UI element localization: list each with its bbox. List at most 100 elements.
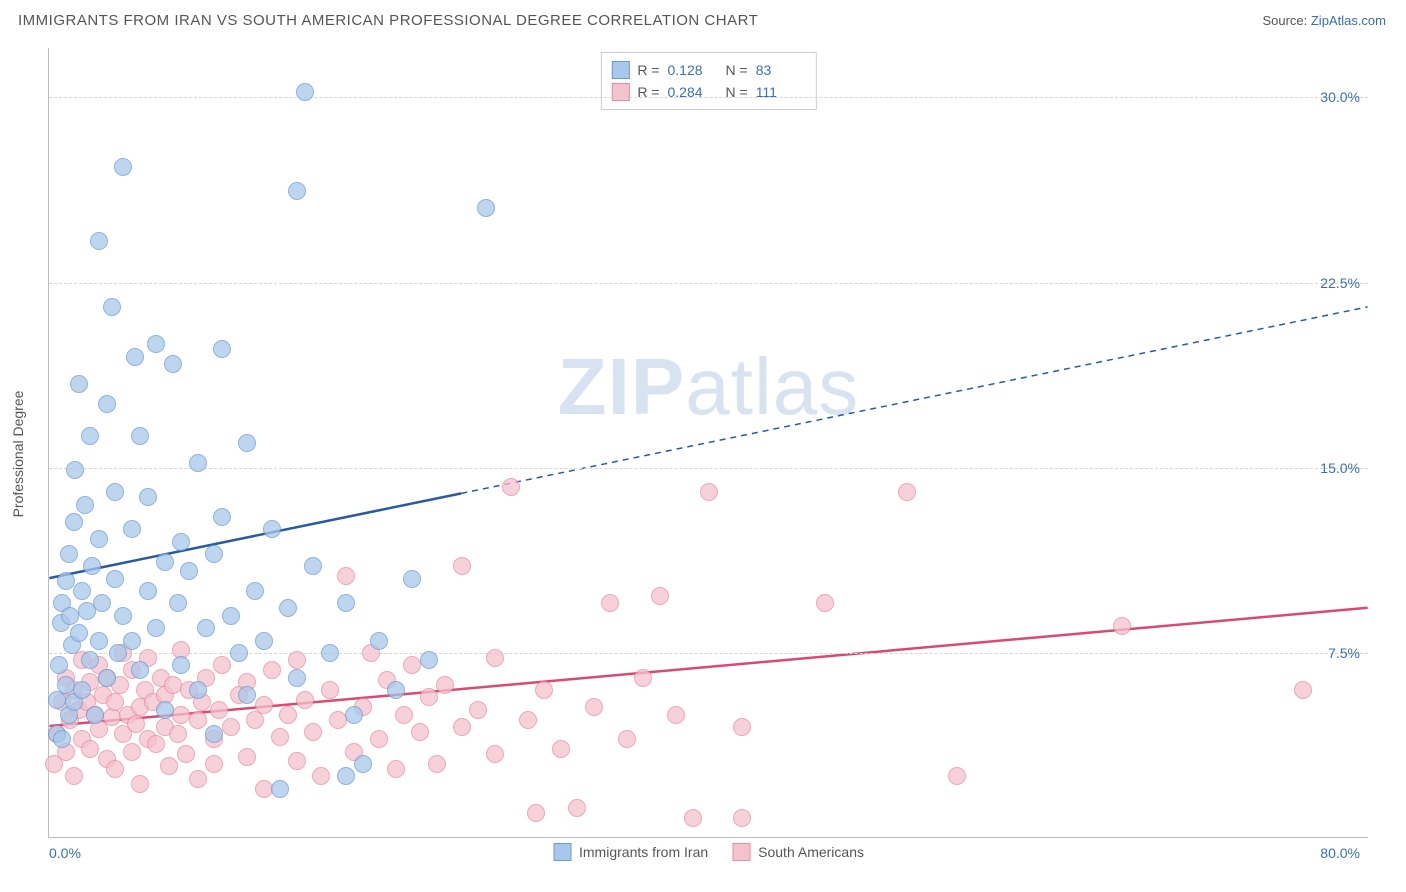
data-point-sa [428,755,446,773]
data-point-iran [205,545,223,563]
data-point-iran [66,461,84,479]
swatch-iran-icon [553,843,571,861]
data-point-iran [114,607,132,625]
data-point-iran [147,335,165,353]
data-point-sa [816,594,834,612]
data-point-iran [213,340,231,358]
y-tick-label: 15.0% [1320,460,1360,476]
data-point-iran [288,182,306,200]
data-point-iran [139,582,157,600]
data-point-iran [213,508,231,526]
data-point-iran [156,553,174,571]
data-point-iran [81,427,99,445]
gridline [49,468,1368,469]
data-point-sa [189,770,207,788]
series-legend: Immigrants from Iran South Americans [553,843,864,861]
data-point-iran [106,483,124,501]
data-point-iran [98,395,116,413]
data-point-sa [238,748,256,766]
data-point-sa [271,728,289,746]
data-point-sa [177,745,195,763]
data-point-iran [370,632,388,650]
data-point-sa [288,651,306,669]
data-point-sa [733,718,751,736]
data-point-sa [1113,617,1131,635]
data-point-iran [255,632,273,650]
data-point-iran [477,199,495,217]
data-point-sa [486,745,504,763]
data-point-iran [147,619,165,637]
data-point-iran [90,232,108,250]
swatch-iran [611,61,629,79]
data-point-sa [189,711,207,729]
data-point-iran [189,681,207,699]
data-point-iran [93,594,111,612]
data-point-sa [552,740,570,758]
data-point-sa [535,681,553,699]
data-point-iran [246,582,264,600]
data-point-iran [73,582,91,600]
data-point-sa [222,718,240,736]
data-point-iran [70,624,88,642]
data-point-iran [53,730,71,748]
data-point-sa [486,649,504,667]
data-point-iran [76,496,94,514]
data-point-iran [230,644,248,662]
data-point-sa [304,723,322,741]
data-point-iran [164,355,182,373]
data-point-iran [156,701,174,719]
data-point-iran [81,651,99,669]
data-point-iran [263,520,281,538]
data-point-iran [50,656,68,674]
source-link[interactable]: ZipAtlas.com [1311,13,1386,28]
data-point-sa [255,696,273,714]
data-point-iran [345,706,363,724]
data-point-iran [90,632,108,650]
data-point-sa [453,718,471,736]
gridline [49,97,1368,98]
y-tick-label: 22.5% [1320,275,1360,291]
data-point-iran [57,572,75,590]
data-point-iran [131,661,149,679]
data-point-iran [288,669,306,687]
data-point-iran [354,755,372,773]
data-point-iran [131,427,149,445]
data-point-iran [70,375,88,393]
data-point-sa [312,767,330,785]
data-point-iran [73,681,91,699]
data-point-iran [65,513,83,531]
data-point-sa [329,711,347,729]
x-tick-max: 80.0% [1320,845,1360,861]
data-point-iran [123,632,141,650]
data-point-sa [160,757,178,775]
data-point-iran [172,533,190,551]
data-point-iran [189,454,207,472]
stats-row-sa: R = 0.284 N = 111 [611,81,805,103]
legend-item-iran: Immigrants from Iran [553,843,708,861]
gridline [49,283,1368,284]
data-point-iran [420,651,438,669]
data-point-sa [403,656,421,674]
data-point-sa [321,681,339,699]
data-point-iran [387,681,405,699]
data-point-iran [103,298,121,316]
data-point-sa [205,755,223,773]
data-point-iran [279,599,297,617]
stats-row-iran: R = 0.128 N = 83 [611,59,805,81]
data-point-sa [898,483,916,501]
data-point-sa [502,478,520,496]
source-attribution: Source: ZipAtlas.com [1262,13,1386,28]
data-point-iran [205,725,223,743]
data-point-sa [568,799,586,817]
data-point-sa [733,809,751,827]
chart-title: IMMIGRANTS FROM IRAN VS SOUTH AMERICAN P… [18,12,758,29]
data-point-iran [238,434,256,452]
data-point-sa [436,676,454,694]
data-point-sa [131,775,149,793]
y-axis-label: Professional Degree [10,391,26,518]
data-point-sa [288,752,306,770]
data-point-iran [169,594,187,612]
data-point-sa [387,760,405,778]
data-point-sa [123,743,141,761]
data-point-iran [90,530,108,548]
